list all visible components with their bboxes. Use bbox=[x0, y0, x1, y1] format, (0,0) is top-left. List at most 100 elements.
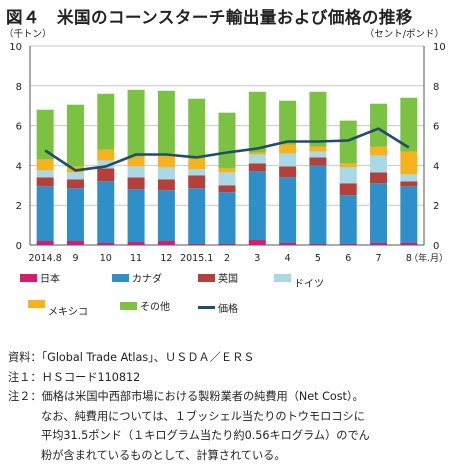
x-tick-label: 2014.8 bbox=[29, 253, 62, 264]
legend-item-canada: カナダ bbox=[112, 270, 162, 285]
price-line bbox=[44, 127, 410, 172]
x-tick-label: 2015.1 bbox=[180, 253, 213, 264]
notes: 資料：「Global Trade Atlas」、ＵＳＤＡ／ＥＲＳ 注１：ＨＳコー… bbox=[8, 348, 448, 465]
bar-segment bbox=[66, 241, 84, 245]
bar-segment bbox=[339, 167, 357, 184]
right-tick-label: 8 bbox=[433, 82, 439, 93]
bar-segment bbox=[339, 195, 357, 245]
bar-segment bbox=[370, 183, 388, 244]
right-tick-label: 10 bbox=[433, 42, 446, 53]
legend-item-other: その他 bbox=[120, 298, 170, 313]
bar-segment bbox=[400, 243, 418, 245]
bar-segment bbox=[248, 240, 266, 245]
bar-segment bbox=[66, 104, 84, 167]
bar-segment bbox=[218, 112, 236, 169]
bar-segment bbox=[218, 185, 236, 193]
bar-segment bbox=[279, 100, 297, 145]
legend-label-mexico: メキシコ bbox=[48, 307, 88, 318]
note-source: 資料：「Global Trade Atlas」、ＵＳＤＡ／ＥＲＳ bbox=[8, 351, 255, 364]
bar-segment bbox=[339, 120, 357, 164]
bar-segment bbox=[400, 151, 418, 175]
legend-label-japan: 日本 bbox=[40, 274, 60, 285]
legend-swatch-other bbox=[120, 301, 137, 310]
bar-segment bbox=[339, 163, 357, 168]
bar-segment bbox=[97, 149, 115, 161]
note-2-line-3: 平均31.5ポンド（１キログラム当たり約0.56キログラム）のでん bbox=[41, 429, 370, 442]
bar-segment bbox=[97, 181, 115, 244]
legend-label-germany: ドイツ bbox=[294, 279, 324, 290]
left-axis-unit: （千トン） bbox=[4, 29, 52, 40]
bar-segment bbox=[127, 189, 145, 243]
x-tick-label: 10 bbox=[100, 253, 112, 264]
bar-segment bbox=[127, 89, 145, 157]
bar-segment bbox=[157, 90, 175, 154]
bar-segment bbox=[370, 103, 388, 147]
bar-segment bbox=[157, 190, 175, 242]
right-tick-label: 4 bbox=[433, 161, 439, 172]
bar-segment bbox=[248, 91, 266, 153]
bar-segment bbox=[400, 186, 418, 244]
bar-segment bbox=[400, 181, 418, 187]
bar-segment bbox=[127, 166, 145, 178]
bar-segment bbox=[309, 244, 327, 245]
bar-segment bbox=[400, 174, 418, 182]
bar-segment bbox=[309, 165, 327, 245]
bar-segment bbox=[370, 172, 388, 184]
bar-segment bbox=[36, 177, 54, 187]
legend: 日本 カナダ 英国 ドイツ メキシコ その他 価格 bbox=[20, 270, 440, 318]
bar-segment bbox=[157, 179, 175, 191]
x-tick-label: 6 bbox=[345, 253, 351, 264]
note-2-line-4: 粉が含まれているものとして、計算されている。 bbox=[41, 448, 286, 462]
note-2-line-2: なお、純費用については、１ブッシェル当たりのトウモロコシに bbox=[41, 409, 365, 423]
legend-label-price: 価格 bbox=[218, 304, 238, 315]
bar-segment bbox=[370, 243, 388, 245]
right-tick-label: 2 bbox=[433, 201, 439, 212]
x-axis-unit: （年.月） bbox=[409, 252, 448, 264]
bar-segment bbox=[66, 172, 84, 180]
bar-segment bbox=[279, 153, 297, 167]
bar-segment bbox=[370, 146, 388, 156]
bar-segment bbox=[309, 157, 327, 166]
bar-segment bbox=[127, 177, 145, 190]
bar-segment bbox=[188, 244, 206, 245]
left-tick-label: 8 bbox=[16, 82, 22, 93]
bar-segment bbox=[218, 244, 236, 245]
legend-item-price: 価格 bbox=[198, 300, 238, 315]
bar-segment bbox=[157, 153, 175, 168]
bar-segment bbox=[248, 163, 266, 172]
left-tick-label: 10 bbox=[9, 42, 22, 53]
legend-swatch-uk bbox=[198, 273, 215, 282]
bar-segment bbox=[36, 241, 54, 245]
bar-segment bbox=[279, 166, 297, 178]
legend-swatch-canada bbox=[112, 273, 129, 282]
bar-segment bbox=[157, 241, 175, 245]
bar-segment bbox=[127, 242, 145, 245]
bar-segment bbox=[248, 154, 266, 164]
bar-segment bbox=[97, 160, 115, 169]
note-2: 注２：価格は米国中西部市場における製粉業者の純費用（Net Cost）。 bbox=[8, 390, 364, 403]
legend-swatch-mexico bbox=[28, 299, 45, 308]
bar-segment bbox=[218, 192, 236, 245]
left-tick-label: 0 bbox=[16, 241, 22, 252]
bar-segment bbox=[188, 169, 206, 176]
stacked-bar-line-chart: 0 0 2 2 4 4 6 6 8 8 10 10 2014.8 9 10 11 12 2015.1 2 3 4 5 6 7 8… bbox=[9, 42, 448, 264]
legend-swatch-price bbox=[198, 306, 215, 309]
bar-segment bbox=[248, 152, 266, 155]
x-tick-label: 4 bbox=[285, 253, 291, 264]
legend-item-uk: 英国 bbox=[198, 270, 238, 285]
bar-segment bbox=[309, 91, 327, 147]
x-tick-label: 12 bbox=[160, 253, 172, 264]
legend-item-japan: 日本 bbox=[20, 270, 60, 285]
legend-item-germany: ドイツ bbox=[274, 270, 324, 290]
bar-segment bbox=[339, 244, 357, 245]
chart-title: 図４ 米国のコーンスターチ輸出量および価格の推移 bbox=[6, 8, 413, 27]
right-tick-label: 0 bbox=[433, 241, 439, 252]
bar-segment bbox=[66, 188, 84, 242]
bar-segment bbox=[66, 179, 84, 189]
bar-segment bbox=[36, 170, 54, 178]
legend-label-canada: カナダ bbox=[132, 274, 162, 285]
bar-segment bbox=[97, 243, 115, 245]
right-axis-unit: （セント/ポンド） bbox=[364, 29, 444, 40]
left-tick-label: 6 bbox=[16, 122, 22, 133]
left-tick-label: 2 bbox=[16, 201, 22, 212]
